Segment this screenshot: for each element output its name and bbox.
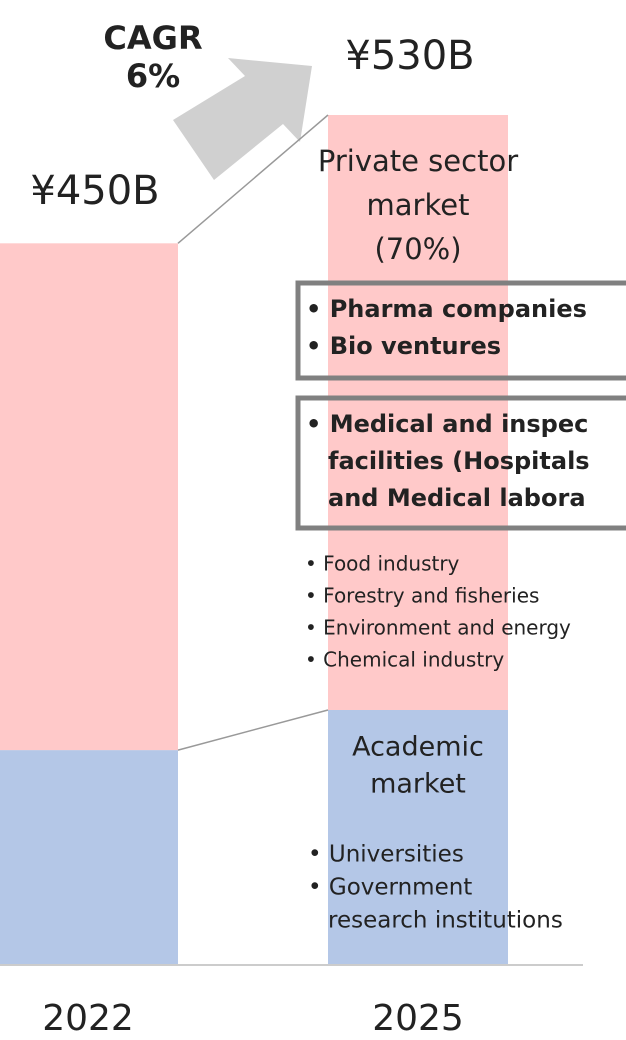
- list-item: • Universities: [308, 842, 464, 868]
- list-item: • Forestry and fisheries: [305, 584, 539, 608]
- list-item: • Food industry: [305, 552, 460, 576]
- list-item: • Government: [308, 875, 472, 901]
- box-item: and Medical labora: [328, 484, 586, 512]
- total-label: ¥530B: [345, 33, 474, 79]
- box-item: facilities (Hospitals: [328, 447, 590, 475]
- x-tick-label: 2022: [42, 998, 134, 1039]
- cagr-label: CAGR: [103, 19, 202, 57]
- x-tick-label: 2025: [372, 998, 464, 1039]
- list-item: • Environment and energy: [305, 616, 571, 640]
- box: [295, 395, 626, 531]
- list-item: • Chemical industry: [305, 648, 504, 672]
- bar-segment: [0, 750, 178, 965]
- segment-label: market: [367, 188, 470, 222]
- connector: [177, 114, 329, 244]
- box: [295, 280, 626, 381]
- total-label: ¥450B: [30, 168, 159, 214]
- bar-segment: [0, 243, 178, 751]
- growth-arrow: [173, 58, 312, 180]
- box-item: • Pharma companies: [306, 295, 587, 323]
- connector: [177, 709, 329, 751]
- segment-label: Academic: [352, 732, 484, 763]
- list-item: research institutions: [328, 908, 563, 934]
- box-item: • Bio ventures: [306, 332, 501, 360]
- segment-label: Private sector: [318, 144, 518, 178]
- bar-segment: [328, 710, 508, 965]
- bar-segment: [328, 115, 508, 710]
- box-item: • Medical and inspec: [306, 410, 588, 438]
- segment-label: market: [370, 769, 466, 800]
- segment-label: (70%): [374, 232, 461, 266]
- cagr-label: 6%: [126, 57, 180, 95]
